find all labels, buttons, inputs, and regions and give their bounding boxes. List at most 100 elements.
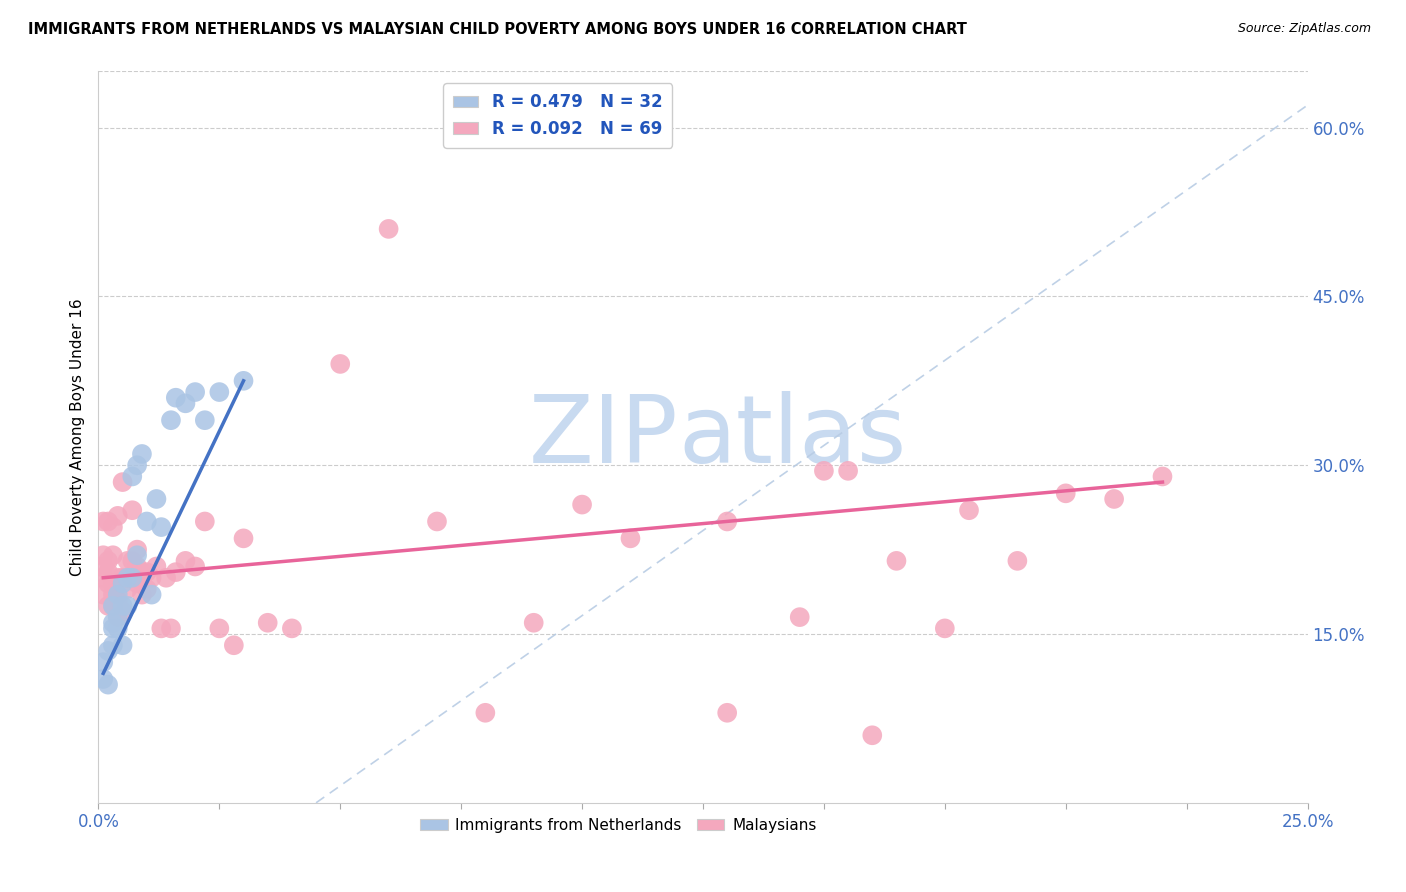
Point — [121, 554, 143, 568]
Point — [101, 621, 124, 635]
Point — [91, 548, 114, 562]
Point — [194, 413, 217, 427]
Point — [127, 548, 149, 562]
Point — [97, 565, 120, 579]
Point — [1152, 469, 1174, 483]
Point — [184, 385, 207, 400]
Point — [155, 571, 177, 585]
Point — [619, 532, 641, 546]
Point — [107, 571, 129, 585]
Point — [101, 576, 124, 591]
Text: ZIP: ZIP — [529, 391, 679, 483]
Point — [97, 515, 120, 529]
Point — [789, 610, 811, 624]
Point — [91, 571, 114, 585]
Point — [107, 588, 129, 602]
Point — [97, 678, 120, 692]
Point — [174, 554, 197, 568]
Point — [101, 548, 124, 562]
Point — [716, 706, 738, 720]
Point — [377, 222, 399, 236]
Y-axis label: Child Poverty Among Boys Under 16: Child Poverty Among Boys Under 16 — [69, 298, 84, 576]
Point — [150, 520, 173, 534]
Point — [222, 638, 245, 652]
Point — [160, 621, 183, 635]
Point — [150, 621, 173, 635]
Point — [117, 571, 139, 585]
Point — [571, 498, 593, 512]
Point — [145, 559, 167, 574]
Point — [97, 599, 120, 613]
Point — [141, 588, 163, 602]
Text: Source: ZipAtlas.com: Source: ZipAtlas.com — [1237, 22, 1371, 36]
Point — [97, 644, 120, 658]
Point — [91, 515, 114, 529]
Point — [184, 559, 207, 574]
Point — [107, 508, 129, 523]
Point — [117, 571, 139, 585]
Point — [107, 621, 129, 635]
Point — [121, 571, 143, 585]
Point — [91, 588, 114, 602]
Point — [281, 621, 304, 635]
Point — [121, 469, 143, 483]
Point — [1007, 554, 1029, 568]
Point — [165, 565, 187, 579]
Text: atlas: atlas — [679, 391, 907, 483]
Point — [107, 593, 129, 607]
Point — [127, 576, 149, 591]
Point — [837, 464, 859, 478]
Point — [232, 374, 254, 388]
Point — [111, 576, 134, 591]
Point — [886, 554, 908, 568]
Point — [97, 576, 120, 591]
Point — [101, 638, 124, 652]
Point — [121, 571, 143, 585]
Point — [101, 599, 124, 613]
Point — [111, 475, 134, 489]
Point — [131, 565, 153, 579]
Point — [97, 554, 120, 568]
Point — [111, 599, 134, 613]
Point — [101, 520, 124, 534]
Point — [111, 571, 134, 585]
Point — [131, 447, 153, 461]
Point — [474, 706, 496, 720]
Point — [141, 571, 163, 585]
Point — [101, 599, 124, 613]
Point — [107, 610, 129, 624]
Point — [91, 672, 114, 686]
Point — [232, 532, 254, 546]
Point — [716, 515, 738, 529]
Point — [256, 615, 278, 630]
Point — [523, 615, 546, 630]
Point — [426, 515, 449, 529]
Point — [208, 385, 231, 400]
Point — [813, 464, 835, 478]
Point — [934, 621, 956, 635]
Point — [1102, 491, 1125, 506]
Point — [127, 542, 149, 557]
Point — [111, 638, 134, 652]
Point — [160, 413, 183, 427]
Point — [117, 582, 139, 596]
Point — [145, 491, 167, 506]
Point — [165, 391, 187, 405]
Point — [91, 559, 114, 574]
Point — [329, 357, 352, 371]
Point — [91, 655, 114, 669]
Point — [107, 610, 129, 624]
Point — [121, 503, 143, 517]
Point — [135, 582, 157, 596]
Point — [117, 599, 139, 613]
Legend: Immigrants from Netherlands, Malaysians: Immigrants from Netherlands, Malaysians — [415, 812, 823, 839]
Point — [957, 503, 980, 517]
Point — [117, 554, 139, 568]
Point — [101, 615, 124, 630]
Point — [208, 621, 231, 635]
Point — [135, 515, 157, 529]
Point — [1054, 486, 1077, 500]
Point — [135, 565, 157, 579]
Point — [127, 559, 149, 574]
Point — [111, 605, 134, 619]
